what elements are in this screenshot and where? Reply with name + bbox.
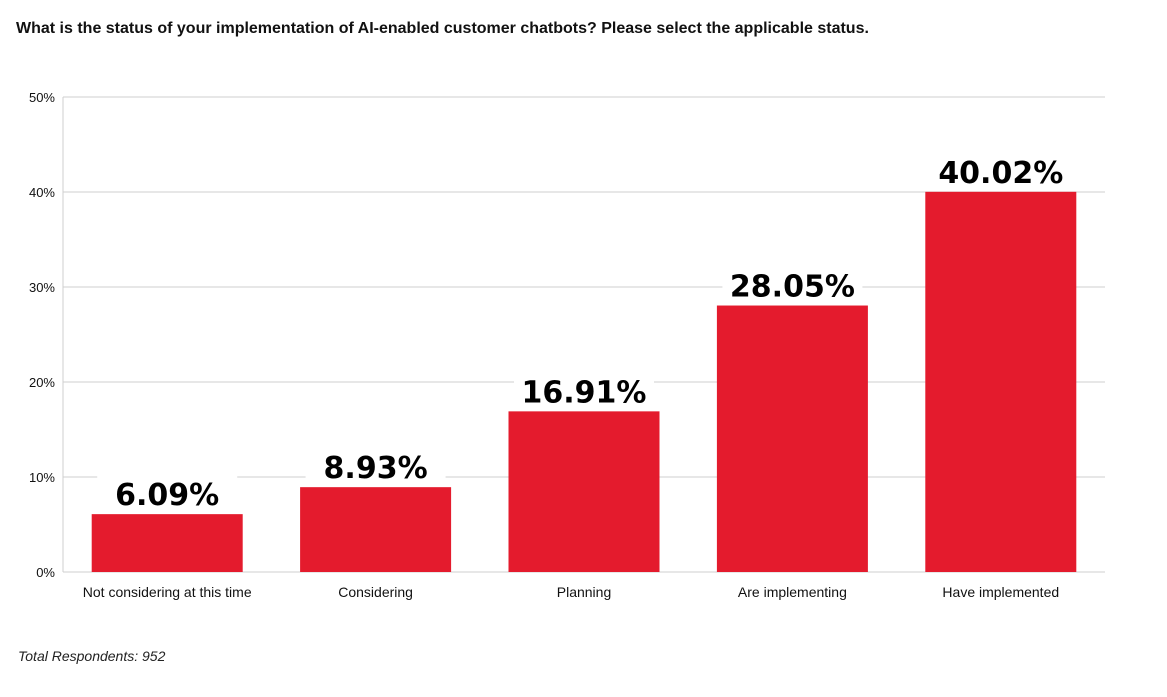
- x-tick-label: Are implementing: [738, 584, 847, 600]
- data-label: 8.93%: [324, 451, 428, 486]
- bar: [925, 191, 1077, 572]
- data-label: 40.02%: [938, 156, 1063, 191]
- footnote: Total Respondents: 952: [18, 648, 166, 664]
- data-label-background: [930, 151, 1071, 186]
- bar: [508, 411, 660, 572]
- data-label: 6.09%: [115, 478, 219, 513]
- data-label-background: [305, 447, 446, 482]
- x-tick-label: Have implemented: [942, 584, 1059, 600]
- data-label: 16.91%: [522, 375, 647, 410]
- y-tick-label: 50%: [29, 90, 55, 105]
- y-tick-label: 10%: [29, 470, 55, 485]
- x-tick-label: Planning: [557, 584, 612, 600]
- x-tick-label: Not considering at this time: [83, 584, 252, 600]
- bar: [716, 305, 868, 572]
- y-tick-label: 20%: [29, 375, 55, 390]
- data-label-background: [97, 474, 238, 509]
- bar: [91, 514, 243, 572]
- y-tick-label: 30%: [29, 280, 55, 295]
- y-tick-label: 40%: [29, 185, 55, 200]
- data-label: 28.05%: [730, 270, 855, 305]
- y-tick-label: 0%: [36, 565, 55, 580]
- data-label-background: [722, 265, 863, 300]
- x-tick-label: Considering: [338, 584, 413, 600]
- chart-title: What is the status of your implementatio…: [16, 20, 869, 37]
- bar: [300, 487, 452, 572]
- data-label-background: [514, 371, 654, 406]
